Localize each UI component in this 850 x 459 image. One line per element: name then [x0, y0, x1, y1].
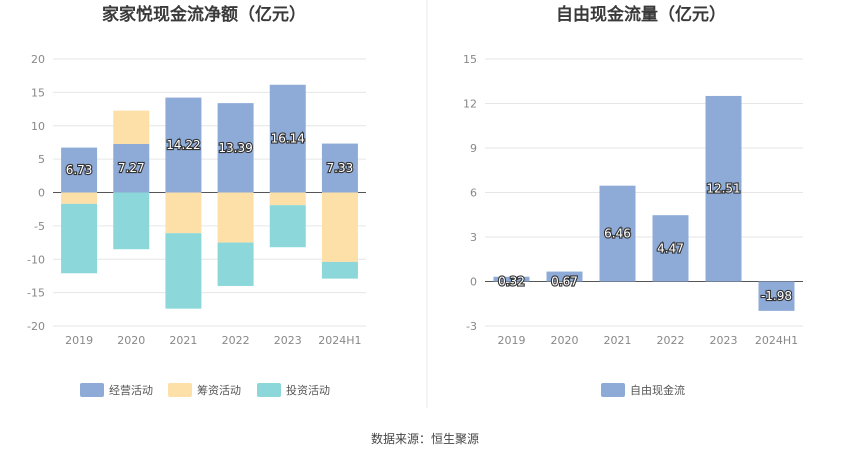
bar-自由现金流-2022 [652, 215, 689, 282]
x-tick-label: 2021 [169, 334, 197, 347]
bar-经营活动-2021 [165, 97, 202, 193]
source-note: 数据来源：恒生聚源 [371, 431, 479, 446]
data-label: 7.33 [327, 161, 354, 175]
bar-经营活动-2020 [113, 143, 150, 193]
bar-投资活动-2021 [165, 233, 202, 309]
y-tick-label: -3 [466, 320, 477, 333]
bar-筹资活动-2023 [269, 192, 306, 206]
bar-经营活动-2019 [61, 147, 98, 193]
bar-筹资活动-2021 [165, 192, 202, 234]
x-tick-label: 2022 [657, 334, 685, 347]
legend-swatch-筹资活动 [168, 383, 192, 397]
legend-swatch-经营活动 [80, 383, 104, 397]
y-tick-label: 0 [470, 276, 477, 289]
y-tick-label: 10 [31, 120, 45, 133]
x-tick-label: 2023 [710, 334, 738, 347]
legend-label: 投资活动 [286, 383, 330, 397]
cash-flow-net-chart: 家家悦现金流净额（亿元） -20 -15 -10 -5 0 5 10 15 20 2019 2020 2… [27, 4, 366, 397]
data-label: 4.47 [657, 241, 684, 255]
x-tick-label: 2020 [551, 334, 579, 347]
data-label: 0.32 [498, 275, 525, 289]
bar-经营活动-2024H1 [321, 143, 358, 193]
y-tick-label: 15 [463, 53, 477, 66]
y-tick-label: 9 [470, 142, 477, 155]
legend-label: 自由现金流 [630, 383, 685, 397]
y-tick-label: -15 [27, 287, 45, 300]
y-tick-label: 12 [463, 98, 477, 111]
data-label: 0.67 [551, 275, 578, 289]
x-tick-label: 2023 [274, 334, 302, 347]
bar-筹资活动-2020 [113, 110, 150, 144]
free-cash-flow-chart: 自由现金流量（亿元） -3 0 3 6 9 12 15 2019 2020 2021 2022 2023… [463, 4, 803, 397]
x-tick-label: 2024H1 [755, 334, 798, 347]
legend-swatch-投资活动 [257, 383, 281, 397]
data-label: 12.51 [706, 182, 740, 196]
bar-投资活动-2019 [61, 203, 98, 274]
chart-title: 家家悦现金流净额（亿元） [102, 4, 306, 25]
y-tick-label: 6 [470, 187, 477, 200]
y-tick-label: -20 [27, 320, 45, 333]
y-tick-label: 20 [31, 53, 45, 66]
y-tick-label: 0 [38, 187, 45, 200]
bar-经营活动-2023 [269, 84, 306, 193]
legend-label: 经营活动 [109, 383, 153, 397]
y-tick-label: 3 [470, 231, 477, 244]
bar-自由现金流-2020 [546, 271, 583, 282]
bar-自由现金流-2024H1 [758, 281, 795, 311]
bar-自由现金流-2019 [493, 276, 530, 282]
bar-筹资活动-2024H1 [321, 192, 358, 262]
bar-投资活动-2024H1 [321, 261, 358, 279]
data-label: 13.39 [218, 141, 252, 155]
x-tick-label: 2020 [117, 334, 145, 347]
data-label: 14.22 [166, 138, 200, 152]
x-tick-label: 2022 [222, 334, 250, 347]
bar-筹资活动-2019 [61, 192, 98, 204]
y-tick-label: -10 [27, 253, 45, 266]
data-label: -1.98 [761, 289, 792, 303]
bar-投资活动-2022 [217, 242, 254, 286]
x-tick-label: 2019 [65, 334, 93, 347]
bar-筹资活动-2022 [217, 192, 254, 243]
bar-经营活动-2022 [217, 103, 254, 193]
bar-自由现金流-2023 [705, 95, 742, 282]
data-label: 6.46 [604, 227, 631, 241]
data-label: 16.14 [271, 132, 305, 146]
bar-投资活动-2023 [269, 205, 306, 248]
chart-title: 自由现金流量（亿元） [556, 4, 726, 25]
bar-投资活动-2020 [113, 192, 150, 250]
y-tick-label: 15 [31, 86, 45, 99]
x-tick-label: 2019 [498, 334, 526, 347]
x-tick-label: 2024H1 [318, 334, 361, 347]
legend-label: 筹资活动 [197, 383, 241, 397]
y-tick-label: -5 [34, 220, 45, 233]
x-tick-label: 2021 [604, 334, 632, 347]
legend-swatch-自由现金流 [601, 383, 625, 397]
data-label: 7.27 [118, 161, 145, 175]
y-tick-label: 5 [38, 153, 45, 166]
data-label: 6.73 [66, 163, 93, 177]
bar-自由现金流-2021 [599, 185, 636, 282]
